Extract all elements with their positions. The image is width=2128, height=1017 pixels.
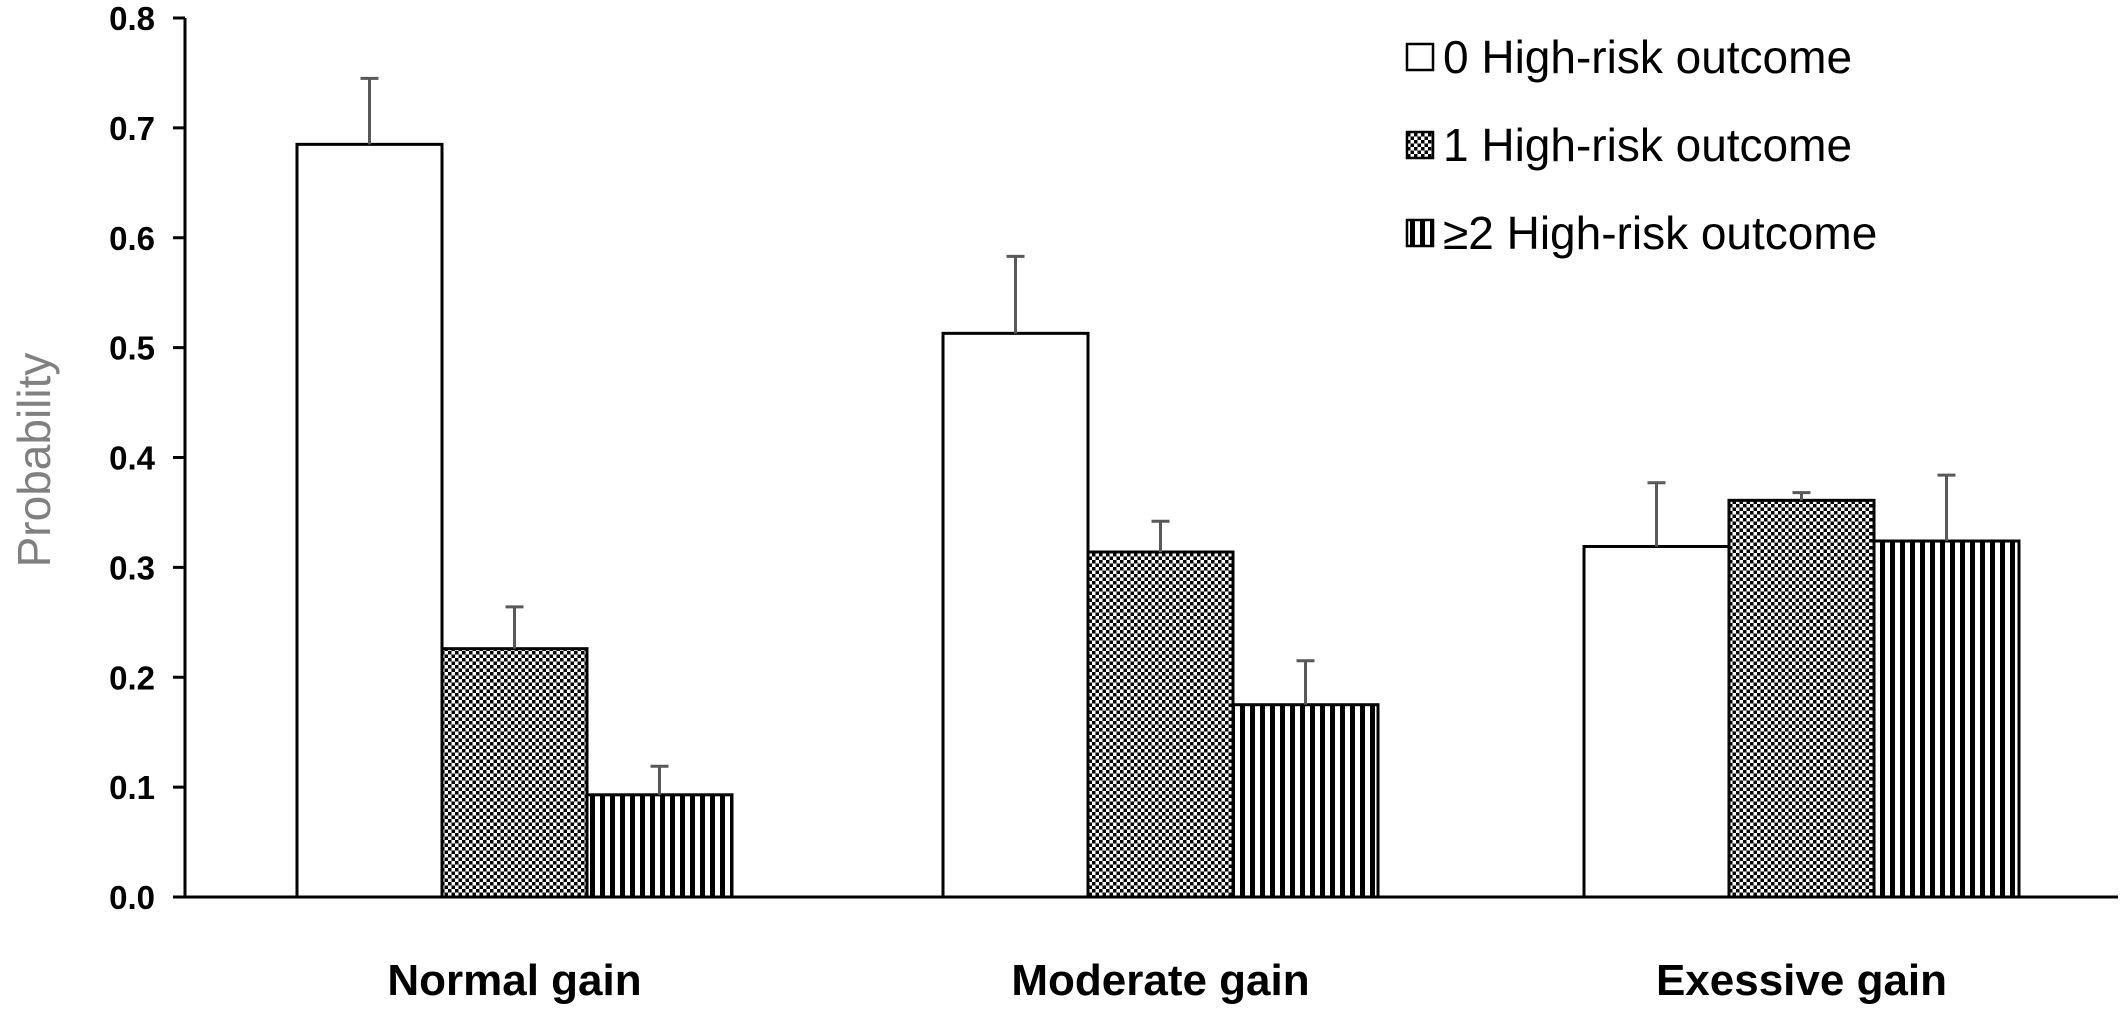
y-tick-label: 0.3 [109, 549, 155, 586]
bar [1727, 498, 1876, 899]
legend-label: 0 High-risk outcome [1443, 31, 1852, 83]
legend-swatch [1405, 42, 1435, 72]
bars-layer [295, 142, 2021, 899]
legend-swatch [1405, 130, 1435, 160]
y-tick-label: 0.0 [109, 879, 155, 916]
y-tick-label: 0.1 [109, 769, 155, 806]
bar [1086, 550, 1235, 899]
bar [440, 647, 589, 899]
x-category-label: Exessive gain [1656, 956, 1947, 1005]
y-axis-label: Probability [8, 353, 60, 568]
legend: 0 High-risk outcome 1 High-risk outcome ≥2… [1405, 31, 1877, 259]
y-tick-label: 0.2 [109, 659, 155, 696]
bar [941, 331, 1090, 899]
bar [585, 793, 734, 899]
bar [1872, 539, 2021, 899]
x-category-label: Normal gain [387, 956, 641, 1005]
bar [295, 142, 444, 899]
y-tick-label: 0.5 [109, 330, 155, 367]
error-bars-layer [360, 76, 1956, 795]
bar [1582, 544, 1731, 899]
y-tick-label: 0.6 [109, 220, 155, 257]
category-labels: Normal gain Moderate gain Exessive gain [387, 956, 1947, 1005]
legend-label: 1 High-risk outcome [1443, 119, 1852, 171]
y-tick-label: 0.4 [109, 440, 156, 477]
legend-label: ≥2 High-risk outcome [1443, 207, 1877, 259]
y-tick-label: 0.7 [109, 110, 155, 147]
y-tick-label: 0.8 [109, 0, 155, 37]
x-category-label: Moderate gain [1011, 956, 1309, 1005]
bar [1231, 703, 1380, 899]
y-ticks: 0.0 0.1 0.2 0.3 0.4 0.5 0.6 0.7 0.8 [109, 0, 185, 916]
legend-swatch [1405, 218, 1435, 248]
